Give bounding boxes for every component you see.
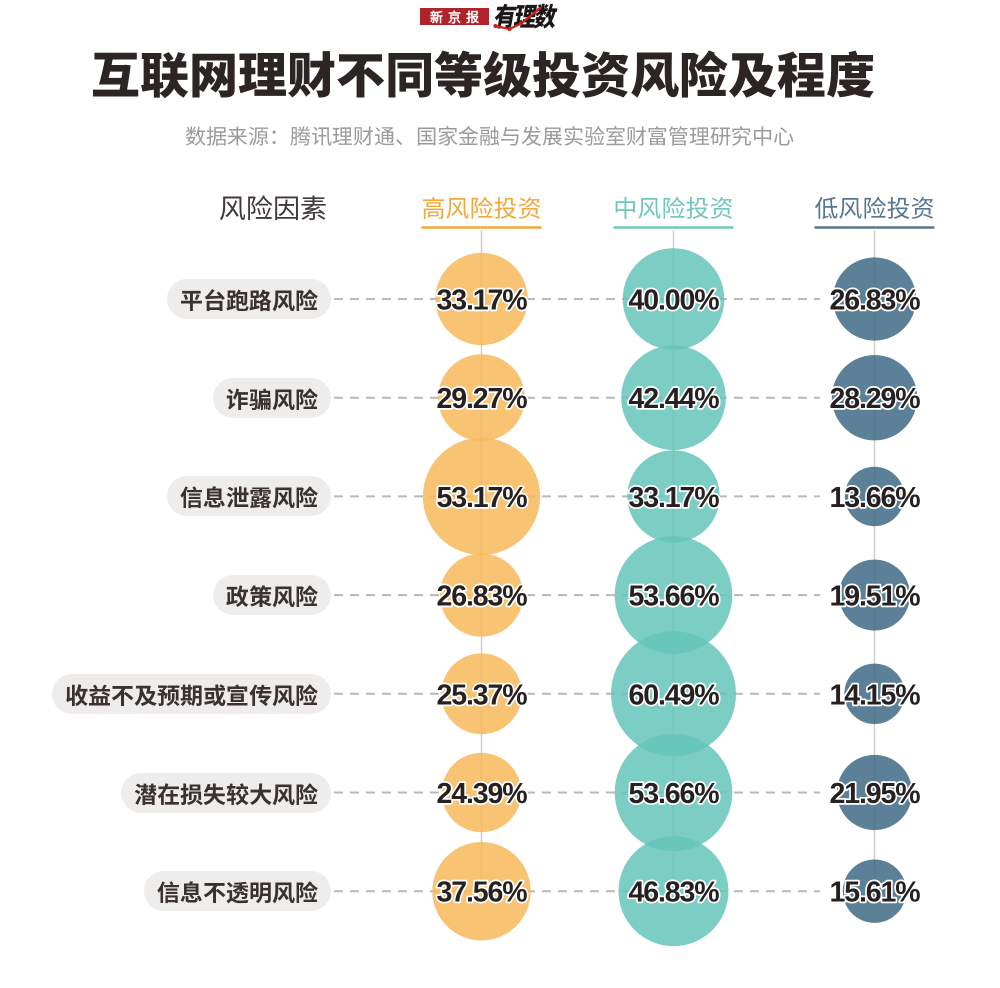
bubble-低风险投资-3 — [839, 559, 910, 631]
bubble-高风险投资-5 — [441, 752, 522, 833]
bubble-value-label: 29.27% — [436, 383, 527, 415]
logo-sparkline-icon — [493, 6, 542, 32]
data-source-note: 数据来源：腾讯理财通、国家金融与发展实验室财富管理研究中心 — [185, 121, 794, 151]
bubble-value-label: 21.95% — [829, 778, 920, 810]
bubble-value-label: 60.49% — [628, 679, 719, 711]
column-header-0: 高风险投资 — [421, 189, 542, 224]
bubble-value-label: 33.17% — [628, 482, 719, 514]
column-header-2: 低风险投资 — [814, 189, 935, 224]
bubble-低风险投资-1 — [831, 355, 918, 441]
bubble-value-label: 19.51% — [829, 581, 920, 613]
bubble-高风险投资-6 — [432, 842, 531, 941]
bubble-高风险投资-3 — [439, 553, 524, 637]
bubble-低风险投资-2 — [844, 466, 905, 527]
bubble-value-label: 33.17% — [436, 285, 527, 317]
bubble-中风险投资-2 — [627, 450, 720, 543]
column-header-1: 中风险投资 — [613, 189, 734, 224]
bubble-value-label: 13.66% — [829, 482, 920, 514]
bubble-value-label: 14.15% — [829, 679, 920, 711]
bubble-value-label: 15.61% — [829, 877, 920, 909]
bubble-value-label: 24.39% — [436, 778, 527, 810]
category-label-5: 潜在损失较大风险 — [121, 772, 331, 813]
brand-logo-box: 新京报 — [420, 8, 489, 25]
category-label-1: 诈骗风险 — [213, 377, 331, 418]
bubble-value-label: 46.83% — [628, 877, 719, 909]
bubble-value-label: 26.83% — [829, 285, 920, 317]
bubble-中风险投资-1 — [621, 345, 726, 451]
logo-sparkline-dot — [493, 23, 498, 29]
bubble-value-label: 42.44% — [628, 383, 719, 415]
brand-logo-text: 新京报 — [429, 7, 484, 26]
logo-sparkline-path — [495, 6, 542, 31]
bubble-value-label: 40.00% — [628, 285, 719, 317]
category-label-3: 政策风险 — [213, 575, 331, 616]
bubble-value-label: 37.56% — [436, 877, 527, 909]
bubble-低风险投资-0 — [832, 257, 917, 341]
bubble-高风险投资-4 — [441, 653, 522, 735]
bubble-高风险投资-0 — [435, 252, 528, 346]
bubble-低风险投资-6 — [842, 859, 907, 923]
bubble-value-label: 53.17% — [436, 482, 527, 514]
logo-sparkline-dot — [518, 21, 524, 26]
category-label-2: 信息泄露风险 — [167, 476, 331, 517]
bubble-中风险投资-6 — [618, 836, 729, 947]
bubble-value-label: 53.66% — [628, 581, 719, 613]
bubble-低风险投资-5 — [836, 754, 913, 831]
logo-sparkline-dot — [507, 26, 512, 32]
category-label-4: 收益不及预期或宣传风险 — [52, 673, 331, 714]
page-title: 互联网理财不同等级投资风险及程度 — [90, 37, 875, 108]
bubble-低风险投资-4 — [844, 663, 905, 724]
category-label-6: 信息不透明风险 — [144, 871, 331, 912]
category-label-0: 平台跑路风险 — [167, 279, 331, 319]
bubble-高风险投资-1 — [438, 354, 525, 442]
logo: 新京报 有理数 — [0, 0, 1000, 36]
bubble-中风险投资-3 — [614, 536, 733, 654]
bubble-value-label: 28.29% — [829, 383, 920, 415]
bubble-高风险投资-2 — [422, 437, 541, 555]
bubble-value-label: 25.37% — [436, 679, 527, 711]
bubble-value-label: 53.66% — [628, 778, 719, 810]
bubble-value-label: 26.83% — [436, 581, 527, 613]
column-header-risk-factor: 风险因素 — [219, 187, 327, 226]
bubble-中风险投资-5 — [614, 733, 733, 852]
bubble-中风险投资-0 — [622, 248, 725, 350]
bubble-中风险投资-4 — [611, 631, 736, 757]
